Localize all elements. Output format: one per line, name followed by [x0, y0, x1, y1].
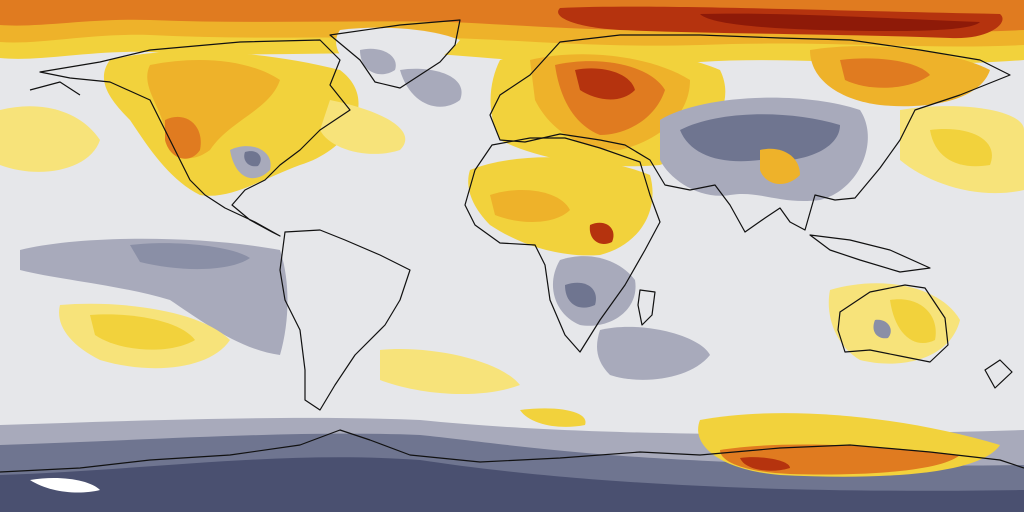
warm-region [320, 100, 406, 154]
cool-region [360, 48, 396, 75]
hot-region [575, 68, 635, 100]
cool-region [244, 151, 261, 167]
hot-region [840, 58, 930, 88]
cool-region [20, 238, 288, 355]
coastline [837, 284, 949, 363]
cool-region [552, 256, 636, 326]
coastlines [0, 19, 1024, 473]
coastline [29, 81, 81, 96]
coastline [464, 137, 661, 353]
cool-region [873, 319, 891, 339]
hot-region [589, 222, 614, 245]
north-america-anomaly [0, 51, 462, 196]
coastline [0, 429, 1024, 473]
cool-region [0, 457, 1024, 512]
warm-region [520, 408, 586, 427]
coastline [637, 289, 656, 326]
antarctic-anomaly [0, 408, 1024, 512]
warm-region [380, 349, 520, 395]
africa-anomaly [468, 157, 710, 380]
warm-region [890, 299, 936, 344]
warm-region [930, 129, 992, 167]
warm-region [760, 148, 800, 185]
neutral-region [30, 478, 100, 493]
coastline [809, 234, 931, 273]
hot-region [740, 457, 790, 471]
warm-region [0, 106, 100, 172]
arctic-anomaly [0, 0, 1024, 76]
warm-region [490, 190, 570, 222]
coastline [329, 19, 461, 89]
warm-region [90, 314, 195, 350]
warm-region [828, 283, 960, 364]
cool-region [680, 114, 840, 162]
ocean-anomaly [20, 238, 960, 395]
coastline [489, 34, 1011, 233]
cool-region [130, 243, 250, 270]
cool-region [565, 282, 596, 308]
eurasia-anomaly [490, 46, 1024, 202]
cool-region [597, 326, 710, 380]
coastline [279, 229, 411, 411]
coastline [984, 359, 1013, 389]
hot-region [700, 13, 980, 32]
coastline [39, 39, 351, 237]
